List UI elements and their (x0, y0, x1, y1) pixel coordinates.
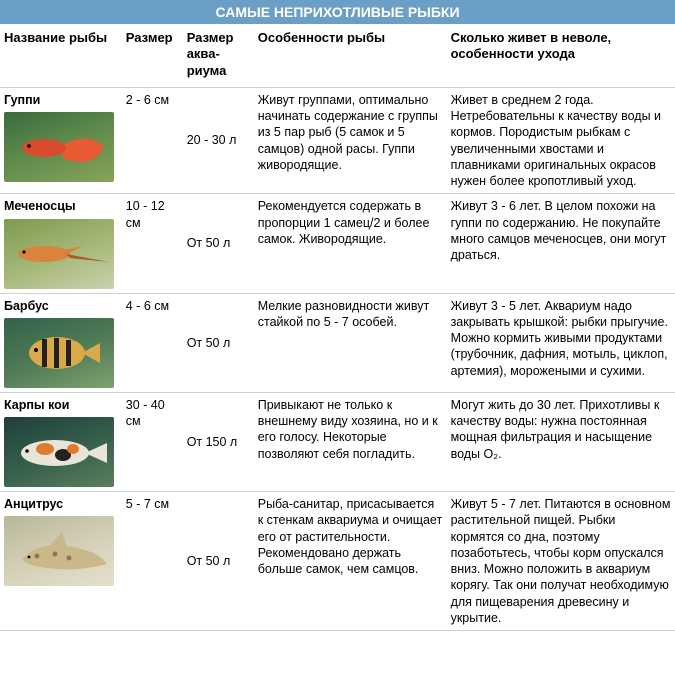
page-title: САМЫЕ НЕПРИХОТЛИВЫЕ РЫБКИ (0, 0, 675, 24)
fish-image (4, 417, 114, 487)
fish-table: Название рыбы Размер Размер аква-риума О… (0, 24, 675, 631)
cell-features: Рекомендуется содержать в пропорции 1 са… (254, 194, 447, 293)
cell-features: Живут группами, оптимально начинать соде… (254, 87, 447, 194)
fish-name: Анцитрус (4, 496, 118, 512)
table-row: Меченосцы 10 - 12 см От 50 л Рекомендует… (0, 194, 675, 293)
cell-care: Живет в среднем 2 года. Нетребовательны … (447, 87, 675, 194)
table-row: Карпы кои 30 - 40 см От 150 л Привыкают … (0, 392, 675, 491)
cell-features: Мелкие разновидности живут стайкой по 5 … (254, 293, 447, 392)
cell-tank: От 150 л (183, 392, 254, 491)
cell-tank: От 50 л (183, 293, 254, 392)
cell-care: Могут жить до 30 лет. Прихотливы к качес… (447, 392, 675, 491)
fish-image (4, 112, 114, 182)
cell-size: 30 - 40 см (122, 392, 183, 491)
cell-size: 2 - 6 см (122, 87, 183, 194)
col-tank-header: Размер аква-риума (183, 24, 254, 87)
cell-size: 10 - 12 см (122, 194, 183, 293)
cell-name: Барбус (0, 293, 122, 392)
cell-tank: От 50 л (183, 194, 254, 293)
cell-size: 4 - 6 см (122, 293, 183, 392)
cell-care: Живут 3 - 6 лет. В целом похожи на гуппи… (447, 194, 675, 293)
cell-name: Карпы кои (0, 392, 122, 491)
col-features-header: Особенности рыбы (254, 24, 447, 87)
fish-name: Гуппи (4, 92, 118, 108)
cell-tank: 20 - 30 л (183, 87, 254, 194)
cell-care: Живут 5 - 7 лет. Питаются в основном рас… (447, 492, 675, 631)
cell-name: Гуппи (0, 87, 122, 194)
fish-image (4, 318, 114, 388)
cell-tank: От 50 л (183, 492, 254, 631)
col-care-header: Сколько живет в неволе, особенности уход… (447, 24, 675, 87)
table-row: Гуппи 2 - 6 см 20 - 30 л Живут группами,… (0, 87, 675, 194)
fish-name: Меченосцы (4, 198, 118, 214)
fish-name: Барбус (4, 298, 118, 314)
cell-features: Привыкают не только к внешнему виду хозя… (254, 392, 447, 491)
table-row: Анцитрус 5 - 7 см От 50 л Рыба-санитар, … (0, 492, 675, 631)
col-name-header: Название рыбы (0, 24, 122, 87)
cell-name: Анцитрус (0, 492, 122, 631)
cell-care: Живут 3 - 5 лет. Аквариум надо закрывать… (447, 293, 675, 392)
fish-name: Карпы кои (4, 397, 118, 413)
cell-features: Рыба-санитар, присасывается к стенкам ак… (254, 492, 447, 631)
header-row: Название рыбы Размер Размер аква-риума О… (0, 24, 675, 87)
fish-image (4, 516, 114, 586)
cell-name: Меченосцы (0, 194, 122, 293)
table-row: Барбус 4 - 6 см От 50 л Мелкие разновидн… (0, 293, 675, 392)
cell-size: 5 - 7 см (122, 492, 183, 631)
fish-image (4, 219, 114, 289)
col-size-header: Размер (122, 24, 183, 87)
